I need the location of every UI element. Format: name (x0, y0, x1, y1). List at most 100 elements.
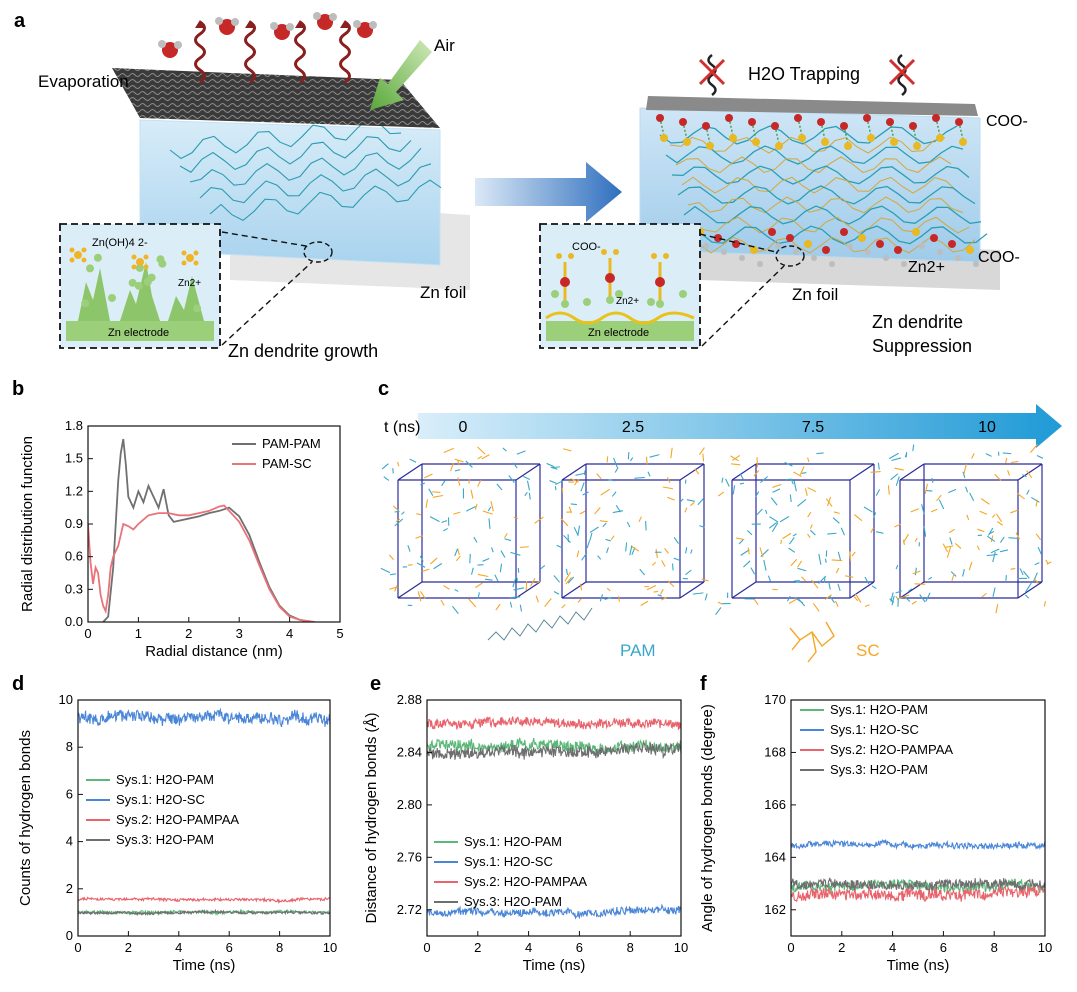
chart-b: b 0 1 2 3 4 5 0.0 0.3 0.6 0.9 1.2 1.5 1.8 Radial dista… (12, 378, 344, 660)
md-bond (415, 535, 423, 539)
series-line-2 (78, 707, 330, 728)
md-bond (1031, 496, 1040, 503)
md-bond (612, 510, 624, 514)
md-bond (825, 498, 833, 507)
md-bond (432, 494, 444, 498)
md-bond (441, 520, 448, 524)
md-bond (477, 573, 489, 578)
zn-ion (561, 300, 569, 308)
md-bond (416, 513, 422, 516)
md-bond (560, 517, 569, 527)
md-bond (638, 516, 642, 522)
md-bond (670, 447, 673, 459)
md-bond (787, 595, 791, 602)
md-bond (743, 560, 751, 568)
bottom-atom (840, 228, 848, 236)
md-bond (969, 492, 975, 501)
md-bond (528, 492, 531, 500)
md-bond (453, 511, 461, 515)
md-bond (686, 499, 695, 502)
md-bond (832, 517, 840, 524)
series-line-4 (791, 877, 1045, 893)
md-bond (1010, 567, 1016, 570)
chain-line (189, 147, 422, 186)
md-bond (824, 558, 827, 563)
md-bond (699, 447, 705, 455)
bottom-atom (714, 234, 722, 242)
bottom-atom (858, 234, 866, 242)
chain-line (671, 165, 970, 185)
legend-entry: Sys.2: H2O-PAMPAA (464, 874, 587, 889)
vapor-wave-tip (340, 20, 350, 28)
chain-line (179, 136, 412, 173)
zn-electrode-left (66, 321, 214, 341)
md-bond (667, 580, 675, 588)
md-bond (395, 518, 401, 523)
md-bond (611, 491, 617, 497)
zincate-atom (143, 264, 149, 270)
md-bond (454, 548, 459, 557)
md-bond (579, 510, 586, 515)
y-tick-label: 0.9 (65, 516, 83, 531)
md-bond (992, 551, 996, 563)
y-tick-label: 1.8 (65, 418, 83, 433)
sc-atom (752, 138, 760, 146)
md-bond (428, 488, 434, 497)
md-bond (504, 538, 512, 542)
inset-left-zn2-label: Zn2+ (178, 278, 201, 289)
md-bond (807, 511, 812, 518)
time-0: 0 (459, 419, 468, 436)
zn-ion (647, 298, 655, 306)
hydrogen-atom (369, 21, 377, 29)
zincate-atom (193, 260, 199, 266)
md-bond (730, 455, 739, 462)
panel-c: c t (ns) 0 2.5 7.5 10 PAM SC (378, 378, 1062, 663)
legend-entry: Sys.2: H2O-PAMPAA (830, 742, 953, 757)
md-bond (602, 522, 607, 528)
md-bond (789, 494, 792, 502)
md-bond (894, 467, 904, 471)
y-tick-label: 166 (764, 797, 786, 812)
md-bond (482, 510, 493, 515)
zincate-atom (69, 257, 75, 263)
md-bond (596, 473, 602, 480)
h2o-trapping-label: H2O Trapping (748, 64, 860, 84)
series-group (791, 838, 1045, 903)
oxygen-atom (886, 118, 894, 126)
md-bond (549, 480, 557, 484)
zn-ion (656, 300, 664, 308)
y-tick-label: 0.6 (65, 549, 83, 564)
md-bond (948, 528, 955, 534)
vapor-wave (244, 20, 256, 84)
h-bond (912, 125, 918, 145)
md-bond (962, 569, 965, 577)
md-bond (490, 547, 494, 553)
zn-ion (143, 277, 152, 286)
chain-line (677, 185, 976, 205)
y-tick-label: 162 (764, 902, 786, 917)
md-bond (630, 545, 640, 552)
time-7-5: 7.5 (802, 419, 824, 436)
h-bond (751, 121, 757, 141)
md-bond (863, 506, 873, 513)
md-bond (921, 504, 925, 515)
md-bond (394, 510, 400, 513)
zn-ion (739, 255, 745, 261)
md-bond (565, 577, 572, 585)
md-bond (508, 475, 515, 483)
md-bond (608, 479, 615, 482)
md-bond (575, 472, 585, 476)
box-edge (515, 581, 541, 599)
md-bond (1037, 546, 1043, 556)
md-bond (610, 535, 615, 541)
md-bond (807, 457, 810, 463)
x-tick-label: 8 (627, 940, 634, 955)
md-bond (594, 507, 601, 515)
polymer-chains-right (659, 125, 988, 254)
md-bond (694, 468, 700, 475)
hydrogen-atom (353, 20, 361, 28)
md-bond (981, 592, 987, 598)
trapping-symbols (698, 53, 916, 97)
md-bond (788, 598, 798, 604)
zincate-atom (181, 260, 187, 266)
